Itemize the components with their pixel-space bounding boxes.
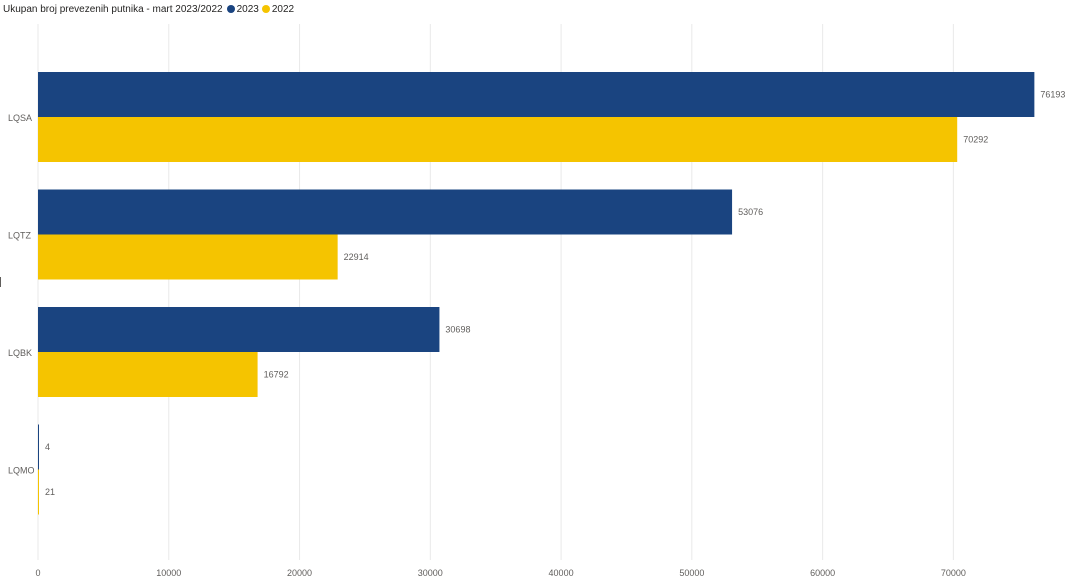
data-label: 70292 <box>963 135 988 145</box>
bar-2023-LQTZ[interactable] <box>38 189 733 235</box>
category-axis: LQSA LQTZ LQBK LQMO <box>8 113 35 476</box>
legend-label-2022: 2022 <box>271 3 295 15</box>
bar-2022-LQBK[interactable] <box>38 352 258 397</box>
data-labels: 76193 70292 53076 22914 30698 16792 4 21 <box>45 90 1065 498</box>
bar-2023-LQMO[interactable] <box>38 424 39 470</box>
x-tick-label: 20000 <box>287 568 312 578</box>
x-tick-label: 70000 <box>941 568 966 578</box>
x-tick-label: 50000 <box>679 568 704 578</box>
legend-item-2022[interactable]: 2022 <box>261 3 295 15</box>
data-label: 21 <box>45 487 55 497</box>
panel-edge-marker <box>0 277 1 287</box>
bar-2023-LQBK[interactable] <box>38 307 440 352</box>
data-label: 30698 <box>445 325 470 335</box>
data-label: 76193 <box>1040 90 1065 100</box>
data-label: 22914 <box>344 252 369 262</box>
data-label: 4 <box>45 442 50 452</box>
bar-2023-LQSA[interactable] <box>38 72 1035 117</box>
x-tick-label: 0 <box>35 568 40 578</box>
x-tick-label: 60000 <box>810 568 835 578</box>
bar-2022-LQTZ[interactable] <box>38 234 338 280</box>
category-label: LQMO <box>8 466 35 476</box>
value-axis: 0 10000 20000 30000 40000 50000 60000 70000 <box>35 568 965 578</box>
category-label: LQTZ <box>8 231 32 241</box>
legend-marker-2023 <box>226 5 235 13</box>
bars <box>38 72 1035 515</box>
chart-title: Ukupan broj prevezenih putnika - mart 20… <box>3 3 223 15</box>
legend-item-2023[interactable]: 2023 <box>226 3 259 15</box>
legend-label-2023: 2023 <box>236 3 259 15</box>
x-tick-label: 40000 <box>549 568 574 578</box>
x-tick-label: 30000 <box>418 568 443 578</box>
legend-marker-2022 <box>261 5 270 13</box>
data-label: 53076 <box>738 207 763 217</box>
category-label: LQBK <box>8 348 32 358</box>
bar-2022-LQSA[interactable] <box>38 117 958 162</box>
bar-2022-LQMO[interactable] <box>38 469 39 515</box>
category-label: LQSA <box>8 113 32 123</box>
data-label: 16792 <box>264 370 289 380</box>
x-tick-label: 10000 <box>156 568 181 578</box>
chart-legend: Ukupan broj prevezenih putnika - mart 20… <box>3 2 297 16</box>
